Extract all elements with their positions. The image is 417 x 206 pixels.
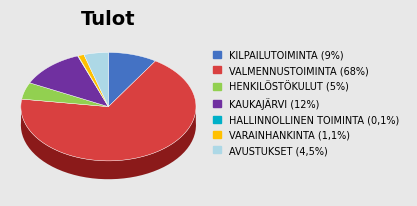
- Polygon shape: [22, 83, 108, 107]
- Polygon shape: [108, 53, 156, 107]
- Polygon shape: [30, 57, 108, 107]
- Polygon shape: [21, 103, 196, 179]
- Polygon shape: [78, 56, 108, 107]
- Legend: KILPAILUTOIMINTA (9%), VALMENNUSTOIMINTA (68%), HENKILÖSTÖKULUT (5%), KAUKAJÄRVI: KILPAILUTOIMINTA (9%), VALMENNUSTOIMINTA…: [214, 50, 399, 156]
- Polygon shape: [78, 55, 108, 107]
- Text: Tulot: Tulot: [81, 10, 136, 29]
- Polygon shape: [21, 62, 196, 161]
- Polygon shape: [84, 53, 108, 107]
